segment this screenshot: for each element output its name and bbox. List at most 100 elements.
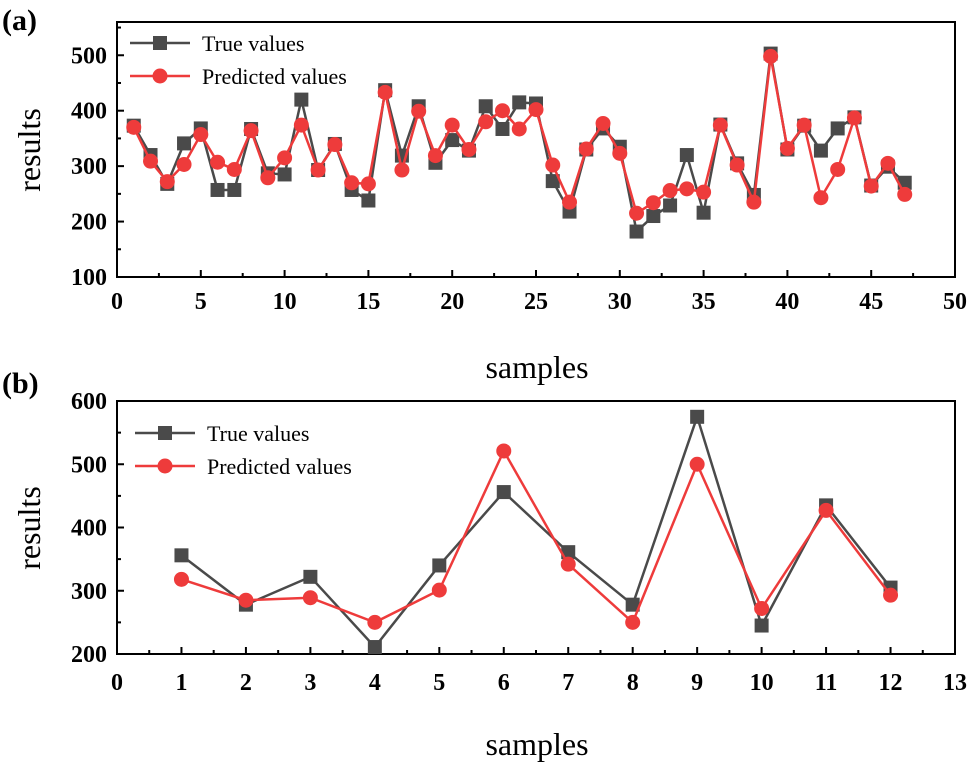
- data-point: [712, 117, 728, 133]
- data-point: [629, 224, 644, 239]
- legend-marker: [153, 36, 167, 50]
- data-point: [327, 137, 343, 153]
- data-point: [302, 590, 318, 606]
- data-point: [478, 114, 494, 130]
- data-point: [193, 127, 209, 143]
- data-point: [528, 102, 544, 118]
- data-point: [143, 153, 159, 169]
- data-point: [238, 592, 254, 608]
- legend-label: True values: [202, 31, 304, 56]
- data-point: [679, 148, 694, 163]
- x-tick-label: 12: [879, 670, 903, 696]
- data-point: [495, 121, 510, 136]
- x-tick-label: 6: [498, 670, 510, 696]
- data-point: [344, 175, 360, 191]
- x-tick-label: 0: [111, 670, 123, 696]
- data-point: [846, 110, 862, 126]
- x-axis-title: samples: [485, 349, 588, 385]
- x-tick-label: 13: [943, 670, 967, 696]
- x-tick-label: 45: [859, 289, 883, 315]
- data-point: [360, 176, 376, 192]
- data-point: [545, 157, 561, 173]
- data-point: [512, 95, 527, 110]
- y-tick-label: 100: [71, 265, 107, 291]
- data-point: [494, 103, 510, 119]
- data-point: [754, 600, 770, 616]
- chart-panel-a: 0 5 10 15 20 25 30 35 40 45 50 100 200 300 400 500 (a) sa…: [2, 4, 967, 385]
- data-point: [863, 178, 879, 194]
- chart-panel-b: 0 1 2 3 4 5 6 7 8 9 10 11 12 13200300400500600(b)samp…: [2, 367, 967, 762]
- x-tick-label: 1: [175, 670, 187, 696]
- y-tick-label: 500: [71, 43, 107, 69]
- series-true-values: [174, 409, 898, 655]
- data-point: [293, 117, 309, 133]
- data-point: [763, 48, 779, 64]
- data-point: [176, 156, 192, 172]
- data-point: [818, 502, 834, 518]
- data-point: [629, 205, 645, 221]
- data-point: [277, 150, 293, 166]
- data-point: [779, 140, 795, 156]
- data-point: [662, 183, 678, 199]
- panel-label: (b): [2, 367, 39, 400]
- x-tick-label: 8: [627, 670, 639, 696]
- x-tick-label: 2: [240, 670, 252, 696]
- data-point: [830, 161, 846, 177]
- x-tick-label: 25: [524, 289, 548, 315]
- data-point: [496, 443, 512, 459]
- data-point: [126, 119, 142, 135]
- data-point: [444, 117, 460, 133]
- data-point: [243, 123, 259, 139]
- y-tick-label: 400: [71, 99, 107, 125]
- data-point: [696, 184, 712, 200]
- series-line: [180, 412, 892, 649]
- x-tick-label: 4: [369, 670, 381, 696]
- data-point: [646, 209, 661, 224]
- x-tick-label: 11: [815, 670, 838, 696]
- x-tick-label: 0: [111, 289, 123, 315]
- data-point: [432, 558, 447, 573]
- y-tick-label: 300: [71, 579, 107, 605]
- x-tick-label: 50: [943, 289, 967, 315]
- series-predicted-values: [173, 443, 899, 630]
- legend-label: Predicted values: [202, 64, 347, 89]
- data-point: [690, 409, 705, 424]
- data-point: [689, 456, 705, 472]
- data-point: [595, 115, 611, 131]
- data-point: [883, 587, 899, 603]
- data-point: [411, 103, 427, 119]
- x-tick-label: 15: [356, 289, 380, 315]
- legend: True values Predicted values: [135, 421, 352, 479]
- data-point: [226, 161, 242, 177]
- x-tick-label: 3: [304, 670, 316, 696]
- data-point: [294, 92, 309, 107]
- data-point: [625, 597, 640, 612]
- data-point: [310, 162, 326, 178]
- data-point: [679, 181, 695, 197]
- data-point: [496, 485, 511, 500]
- data-point: [210, 182, 225, 197]
- x-tick-label: 5: [195, 289, 207, 315]
- panel-label: (a): [2, 4, 37, 37]
- x-tick-label: 35: [692, 289, 716, 315]
- data-point: [461, 142, 477, 157]
- data-point: [303, 569, 318, 584]
- data-point: [813, 143, 828, 158]
- data-point: [377, 84, 393, 100]
- data-point: [880, 155, 896, 171]
- data-point: [177, 136, 192, 151]
- data-point: [367, 640, 382, 655]
- data-point: [830, 121, 845, 136]
- data-point: [367, 614, 383, 630]
- x-tick-label: 20: [440, 289, 464, 315]
- legend-label: True values: [207, 421, 309, 446]
- data-point: [361, 193, 376, 208]
- data-point: [796, 117, 812, 133]
- data-point: [277, 167, 292, 182]
- legend-label: Predicted values: [207, 454, 352, 479]
- data-point: [562, 194, 578, 210]
- data-point: [545, 174, 560, 189]
- x-tick-label: 10: [273, 289, 297, 315]
- data-point: [511, 121, 527, 137]
- y-tick-label: 200: [71, 642, 107, 668]
